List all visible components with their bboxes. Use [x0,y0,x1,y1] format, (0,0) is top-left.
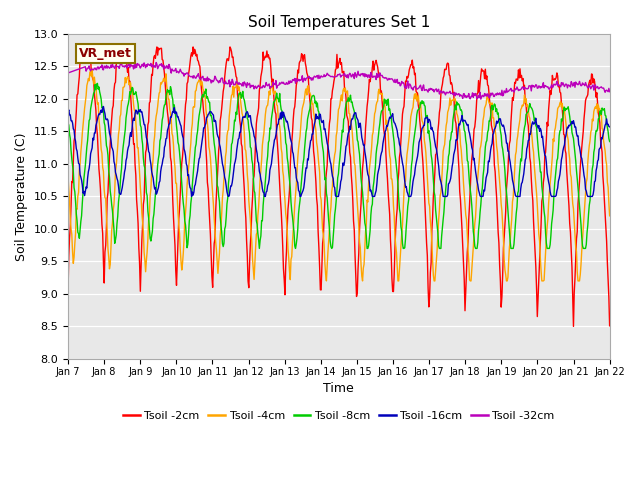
Tsoil -8cm [186,218,193,224]
Tsoil -2cm [64,289,72,295]
Tsoil -4cm [74,193,82,199]
Tsoil -32cm [405,81,413,87]
Tsoil -4cm [606,213,614,219]
Tsoil -4cm [88,67,96,72]
Tsoil -2cm [421,205,429,211]
Tsoil -2cm [405,67,413,73]
Tsoil -8cm [255,246,263,252]
Tsoil -4cm [422,150,429,156]
Tsoil -16cm [186,181,193,187]
Tsoil -32cm [74,67,82,72]
Y-axis label: Soil Temperature (C): Soil Temperature (C) [15,132,28,261]
Tsoil -32cm [477,96,484,102]
Tsoil -8cm [74,229,82,235]
Tsoil -4cm [131,107,138,113]
Title: Soil Temperatures Set 1: Soil Temperatures Set 1 [248,15,430,30]
Line: Tsoil -32cm: Tsoil -32cm [68,62,610,99]
Tsoil -2cm [606,323,614,329]
Tsoil -8cm [93,81,101,86]
Tsoil -32cm [214,79,222,84]
Tsoil -2cm [79,44,87,50]
Tsoil -4cm [186,157,193,163]
Tsoil -16cm [214,133,222,139]
Tsoil -16cm [606,124,614,130]
Tsoil -4cm [358,278,366,284]
Line: Tsoil -8cm: Tsoil -8cm [68,84,610,249]
Tsoil -32cm [152,60,160,65]
Tsoil -16cm [131,118,138,123]
Tsoil -8cm [606,139,614,144]
Tsoil -8cm [406,180,414,186]
Tsoil -2cm [186,66,193,72]
Tsoil -32cm [186,73,193,79]
Tsoil -4cm [406,123,414,129]
Tsoil -8cm [64,120,72,126]
Tsoil -8cm [214,185,222,191]
Tsoil -16cm [406,193,414,199]
Tsoil -32cm [606,89,614,95]
Tsoil -32cm [130,66,138,72]
Text: VR_met: VR_met [79,47,132,60]
Tsoil -16cm [74,155,82,161]
Tsoil -16cm [64,110,72,116]
Line: Tsoil -16cm: Tsoil -16cm [68,107,610,196]
Tsoil -16cm [100,104,108,109]
Tsoil -4cm [214,270,222,276]
Tsoil -4cm [64,174,72,180]
Tsoil -2cm [570,324,577,329]
Line: Tsoil -4cm: Tsoil -4cm [68,70,610,281]
Tsoil -32cm [421,87,429,93]
Tsoil -2cm [214,164,222,169]
Tsoil -2cm [131,141,138,147]
Tsoil -16cm [422,115,429,121]
Line: Tsoil -2cm: Tsoil -2cm [68,47,610,326]
Tsoil -8cm [422,115,429,121]
Tsoil -16cm [225,193,232,199]
Tsoil -8cm [131,92,138,97]
Tsoil -2cm [74,91,82,97]
Legend: Tsoil -2cm, Tsoil -4cm, Tsoil -8cm, Tsoil -16cm, Tsoil -32cm: Tsoil -2cm, Tsoil -4cm, Tsoil -8cm, Tsoi… [119,407,559,426]
Tsoil -32cm [64,70,72,76]
X-axis label: Time: Time [323,382,354,395]
